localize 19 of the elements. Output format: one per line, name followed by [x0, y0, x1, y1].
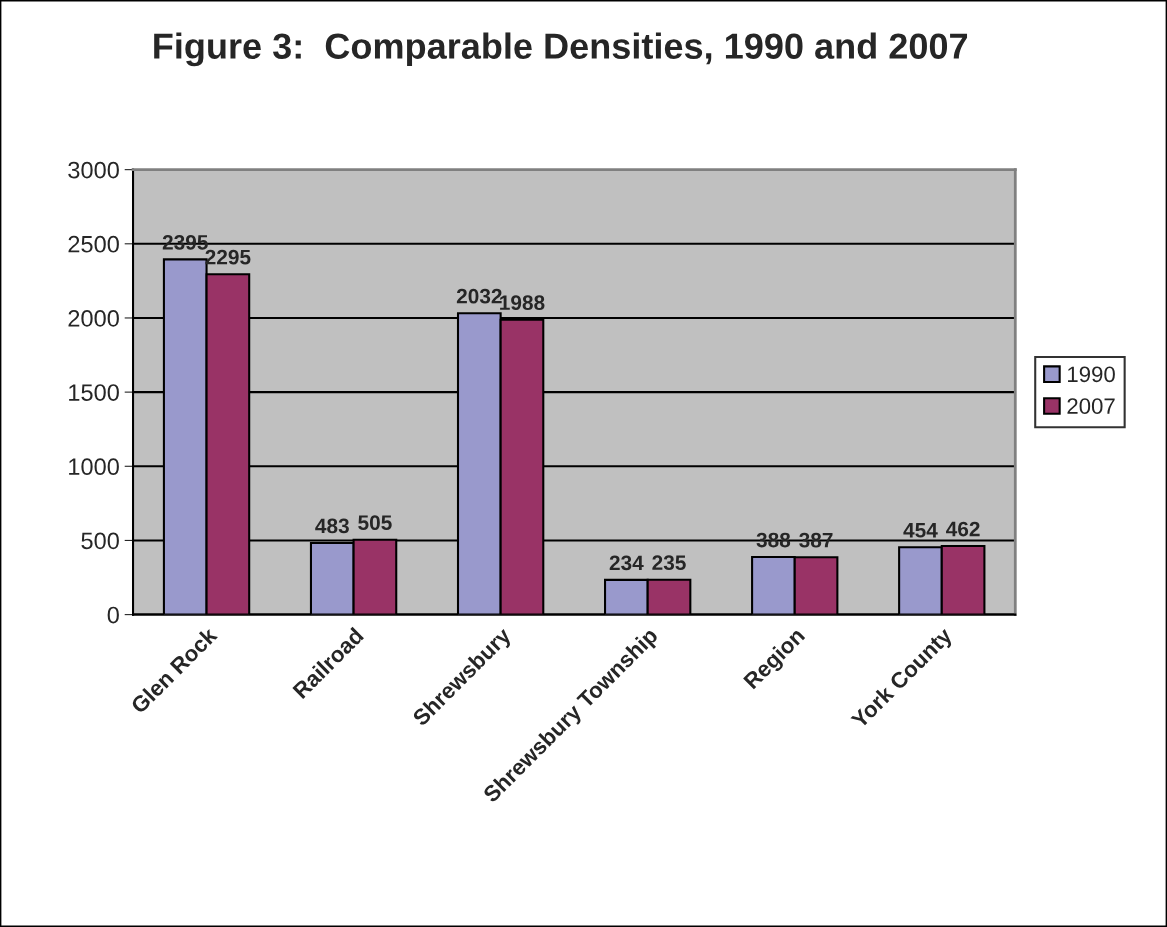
- y-tick-label: 2500: [68, 235, 119, 253]
- legend-label: 1990: [1068, 366, 1115, 383]
- data-label: 505: [358, 515, 392, 531]
- y-tick-label: 2000: [68, 310, 119, 327]
- legend-label: 2007: [1067, 398, 1115, 414]
- data-label: 462: [946, 521, 980, 537]
- data-label: 483: [315, 518, 349, 534]
- data-label: 2295: [205, 249, 251, 265]
- data-label: 1988: [500, 295, 545, 311]
- y-tick-label: 3000: [68, 161, 119, 179]
- data-label: 454: [903, 523, 938, 538]
- data-label: 235: [652, 555, 686, 571]
- y-tick-label: 1500: [69, 384, 119, 401]
- data-label: 2032: [456, 288, 502, 304]
- y-tick-label: 0: [107, 606, 119, 624]
- data-label: 234: [609, 555, 644, 571]
- y-tick-label: 500: [81, 532, 119, 550]
- chart-title: Figure 3: Comparable Densities, 1990 and 2007: [154, 32, 968, 67]
- y-tick-label: 1000: [69, 458, 119, 476]
